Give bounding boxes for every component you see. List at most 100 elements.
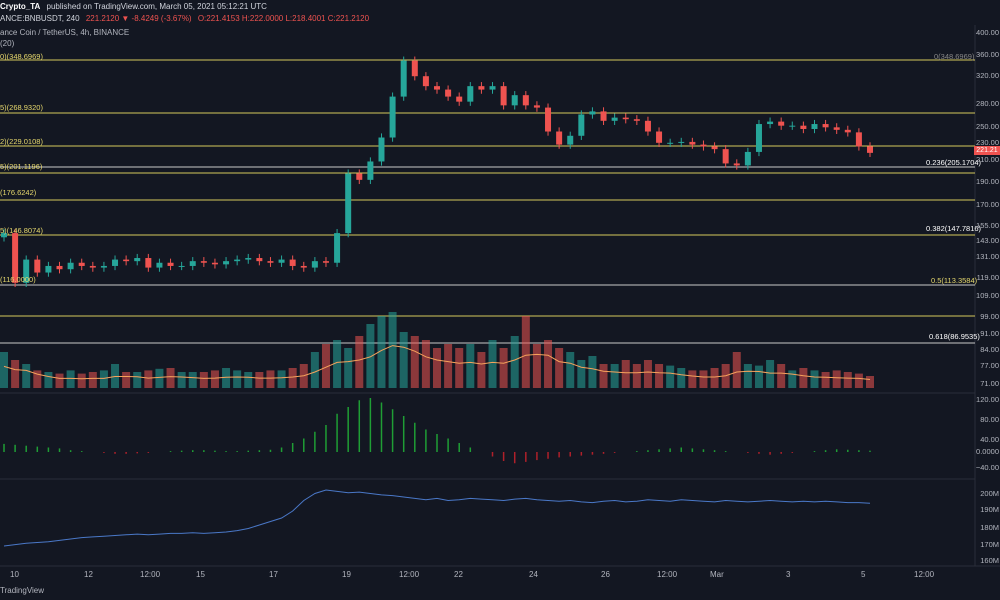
candle-down (600, 111, 607, 121)
time-axis-tick: 24 (529, 570, 538, 579)
volume-bar (0, 352, 8, 388)
candle-down (411, 60, 418, 77)
price-axis-tick: 155.00 (976, 221, 999, 230)
volume-bar (166, 368, 175, 388)
time-axis-tick: 10 (10, 570, 19, 579)
volume-bar (588, 356, 597, 388)
volume-bar (277, 370, 286, 388)
volume-bar (22, 364, 31, 388)
fib-label-left: 5)(268.9320) (0, 103, 43, 112)
candle-down (12, 233, 19, 283)
volume-bar (222, 368, 231, 388)
candle-down (422, 76, 429, 87)
candle-down (445, 89, 452, 97)
candle-up (589, 111, 596, 115)
price-axis-tick: 360.00 (976, 50, 999, 59)
candle-up (400, 60, 407, 97)
volume-bar (122, 372, 131, 388)
candle-down (556, 131, 563, 145)
obv-axis-tick: 190M (980, 505, 999, 514)
volume-bar (99, 370, 108, 388)
volume-bar (88, 372, 97, 388)
volume-bar (210, 370, 219, 388)
volume-bar (355, 336, 364, 388)
price-axis-tick: 250.00 (976, 122, 999, 131)
volume-bar (599, 364, 608, 388)
volume-bar (144, 370, 153, 388)
price-axis-tick: 210.00 (976, 155, 999, 164)
volume-bar (410, 336, 419, 388)
time-axis-tick: 12 (84, 570, 93, 579)
volume-bar (55, 373, 64, 388)
candle-up (755, 124, 762, 152)
volume-bar (655, 364, 664, 388)
candle-down (267, 261, 274, 263)
candle-up (789, 125, 796, 127)
ma-indicator-label[interactable]: (20) (0, 39, 15, 48)
candle-down (123, 259, 130, 262)
time-axis-tick: 5 (861, 570, 866, 579)
time-axis-tick: 12:00 (657, 570, 678, 579)
volume-bar (699, 370, 708, 388)
candle-down (689, 141, 696, 145)
candle-up (345, 173, 352, 234)
candle-down (56, 265, 63, 270)
fib-label-left: (116.0000) (0, 275, 36, 284)
tradingview-logo[interactable]: TradingView (0, 586, 44, 595)
candle-up (511, 95, 518, 106)
volume-bar (832, 370, 841, 388)
price-change: 221.2120 ▼ -8.4249 (-3.67%) (85, 14, 192, 23)
current-price-tag: 221.21 (974, 146, 1000, 155)
fib-label-left: 5)(146.8074) (0, 226, 43, 235)
price-axis-tick: 190.00 (976, 177, 999, 186)
price-axis-tick: 119.00 (976, 273, 999, 282)
candle-up (67, 262, 74, 270)
symbol-label[interactable]: ANCE:BNBUSDT, 240 (0, 14, 80, 23)
fib-label-right: 0.5(113.3584) (931, 276, 978, 285)
candle-down (800, 125, 807, 129)
price-axis-tick: 99.00 (980, 312, 999, 321)
time-axis-tick: 17 (269, 570, 278, 579)
candle-down (867, 146, 873, 153)
candle-down (644, 120, 651, 132)
candle-down (200, 261, 207, 263)
candle-down (855, 132, 862, 147)
volume-bar (688, 370, 697, 388)
candle-up (245, 258, 252, 260)
fib-label-left: 0)(348.6969) (0, 52, 43, 61)
volume-bar (44, 372, 53, 388)
time-axis-tick: 19 (342, 570, 351, 579)
volume-bar (77, 373, 86, 388)
volume-bar (455, 348, 464, 388)
candle-down (89, 265, 96, 268)
publisher-name[interactable]: Crypto_TA (0, 2, 41, 11)
time-axis-tick: 22 (454, 570, 463, 579)
volume-bar (177, 372, 186, 388)
tradingview-brand: TradingView (0, 586, 45, 595)
volume-bar (677, 368, 686, 388)
price-axis-tick: 170.00 (976, 200, 999, 209)
candle-up (389, 96, 396, 138)
candle-up (378, 137, 385, 162)
candle-up (567, 135, 574, 145)
fib-label-left: 5)(201.1196) (0, 162, 43, 171)
price-axis-tick: 77.00 (980, 361, 999, 370)
volume-bar (155, 368, 164, 388)
chart-header-line-2: ANCE:BNBUSDT, 240 221.2120 ▼ -8.4249 (-3… (0, 14, 373, 23)
volume-bar (666, 365, 675, 388)
candle-up (1, 233, 7, 238)
candle-down (778, 121, 785, 126)
volume-bar (621, 360, 630, 388)
volume-bar (643, 360, 652, 388)
volume-bar (321, 344, 330, 388)
candle-down (522, 95, 529, 106)
volume-bar (11, 360, 20, 388)
price-axis-tick: 320.00 (976, 71, 999, 80)
price-axis-tick: 84.00 (980, 345, 999, 354)
fib-label-right: 0(348.6969) (934, 52, 975, 61)
candle-up (367, 161, 374, 180)
volume-bar (288, 368, 297, 388)
candle-up (667, 142, 674, 144)
volume-bar (233, 370, 242, 388)
